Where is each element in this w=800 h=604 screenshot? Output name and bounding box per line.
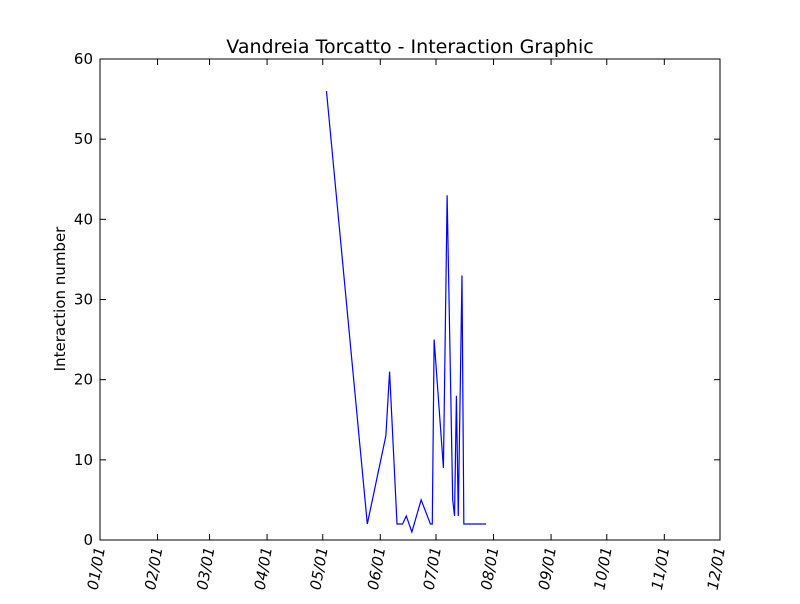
series-line xyxy=(325,91,487,534)
y-tick-label: 60 xyxy=(74,50,93,68)
y-tick-label: 50 xyxy=(74,130,93,148)
x-tick-label: 03/01 xyxy=(193,546,218,592)
x-tick-label: 07/01 xyxy=(420,546,445,592)
plot-area: 0 10 20 30 40 50 60 01/01 02/01 03/01 04/01 05/01 06… xyxy=(74,50,729,591)
y-tick-label: 10 xyxy=(74,451,93,469)
y-tick-label: 40 xyxy=(74,210,93,228)
x-tick-label: 06/01 xyxy=(364,546,389,592)
y-tick-label: 20 xyxy=(74,371,93,389)
x-tick-label: 10/01 xyxy=(590,546,615,592)
x-tick-label: 08/01 xyxy=(477,546,502,592)
x-tick-label: 11/01 xyxy=(648,546,673,592)
x-tick-label: 04/01 xyxy=(251,546,276,592)
y-tick-label: 0 xyxy=(83,531,93,549)
y-tick-label: 30 xyxy=(74,291,93,309)
plot-frame xyxy=(99,58,721,541)
y-axis-label: Interaction number xyxy=(51,226,69,372)
x-tick-label: 01/01 xyxy=(84,546,109,592)
x-tick-label: 05/01 xyxy=(306,546,331,592)
x-tick-label: 09/01 xyxy=(535,546,560,592)
x-tick-label: 02/01 xyxy=(141,546,166,592)
chart-title: Vandreia Torcatto - Interaction Graphic xyxy=(226,36,593,58)
x-tick-label: 12/01 xyxy=(704,546,729,592)
